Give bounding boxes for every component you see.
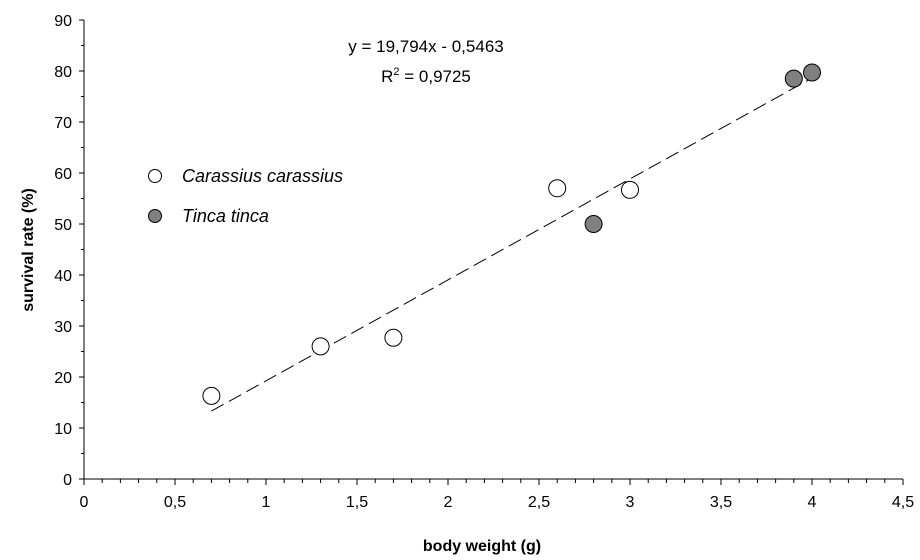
y-tick-label: 70 <box>54 115 72 132</box>
trendline-group <box>211 78 812 411</box>
legend: Carassius carassius Tinca tinca <box>149 166 344 226</box>
data-point-tinca <box>785 70 802 87</box>
y-axis-title: survival rate (%) <box>20 188 37 312</box>
x-tick-label: 0 <box>80 494 89 511</box>
x-tick-label: 3 <box>626 494 635 511</box>
y-tick-label: 80 <box>54 64 72 81</box>
data-point-carassius <box>385 329 402 346</box>
x-tick-label: 2 <box>444 494 453 511</box>
trendline <box>211 78 812 411</box>
legend-label-carassius: Carassius carassius <box>182 166 343 186</box>
y-tick-label: 30 <box>54 319 72 336</box>
x-tick-label: 3,5 <box>710 494 732 511</box>
ticks: 0 10 20 30 40 50 60 70 80 90 0 0,5 1 1,5 2 2,5 3 3,5 4 4,5 <box>54 13 914 511</box>
r-squared-label: R2 = 0,9725 <box>381 66 471 86</box>
legend-marker-tinca <box>149 210 162 223</box>
y-tick-label: 10 <box>54 421 72 438</box>
x-tick-label: 1 <box>262 494 271 511</box>
y-tick-label: 40 <box>54 268 72 285</box>
y-tick-label: 50 <box>54 217 72 234</box>
y-tick-label: 90 <box>54 13 72 30</box>
data-point-tinca <box>804 64 821 81</box>
data-point-carassius <box>312 338 329 355</box>
x-tick-label: 2,5 <box>528 494 550 511</box>
x-tick-label: 4 <box>808 494 817 511</box>
x-tick-label: 0,5 <box>164 494 186 511</box>
trendline-equation: y = 19,794x - 0,5463 <box>348 37 503 56</box>
legend-marker-carassius <box>149 170 162 183</box>
data-point-tinca <box>585 216 602 233</box>
data-point-carassius <box>549 180 566 197</box>
data-points <box>203 64 821 404</box>
x-tick-label: 1,5 <box>346 494 368 511</box>
x-axis-title: body weight (g) <box>423 538 541 555</box>
y-tick-label: 60 <box>54 166 72 183</box>
x-tick-label: 4,5 <box>892 494 914 511</box>
data-point-carassius <box>622 181 639 198</box>
legend-label-tinca: Tinca tinca <box>182 206 269 226</box>
y-tick-label: 0 <box>63 472 72 489</box>
y-tick-label: 20 <box>54 370 72 387</box>
data-point-carassius <box>203 387 220 404</box>
axes <box>84 20 903 479</box>
